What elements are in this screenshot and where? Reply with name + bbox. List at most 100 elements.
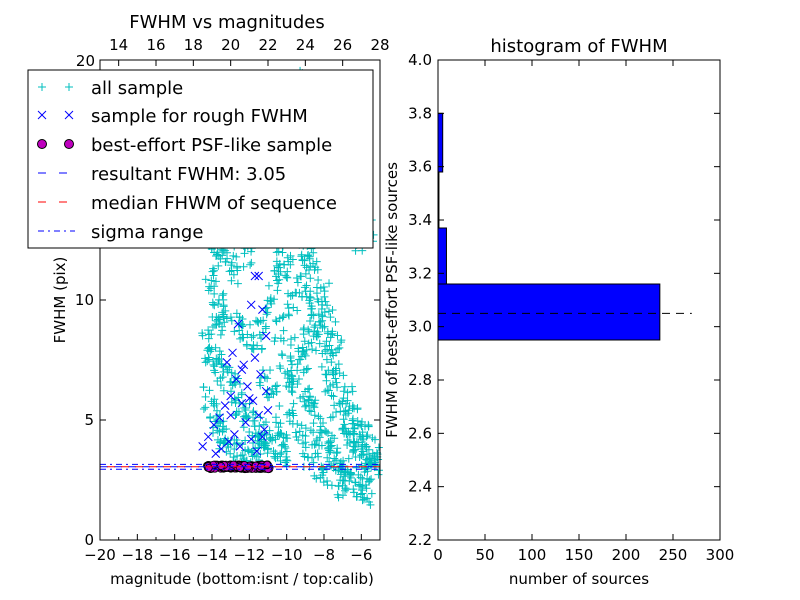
all-sample-point xyxy=(203,357,212,366)
all-sample-point xyxy=(214,300,223,309)
histogram-y-ticks: 2.2 2.4 2.6 2.8 3.0 3.2 3.4 3.6 3.8 4.0 xyxy=(408,51,720,549)
all-sample-point xyxy=(214,295,223,304)
rough-sample-point xyxy=(209,420,219,430)
rough-sample-point xyxy=(222,358,232,367)
top-x-tick-label: 24 xyxy=(296,36,315,54)
histogram-bar xyxy=(437,112,444,173)
all-sample-point xyxy=(333,448,342,457)
all-sample-point xyxy=(253,317,262,326)
all-sample-point xyxy=(274,269,283,278)
all-sample-point xyxy=(262,310,271,319)
scatter-x-label: magnitude (bottom:isnt / top:calib) xyxy=(110,570,374,588)
rough-sample-point xyxy=(228,348,237,358)
all-sample-point xyxy=(233,279,242,288)
all-sample-point xyxy=(214,261,223,270)
all-sample-point xyxy=(243,445,252,454)
y-tick-label: 2.2 xyxy=(408,531,432,549)
rough-sample-point xyxy=(231,374,241,384)
all-sample-point xyxy=(305,392,314,401)
top-x-tick-label: 20 xyxy=(221,36,240,54)
all-sample-point xyxy=(199,405,208,414)
all-sample-point xyxy=(212,359,221,368)
all-sample-point xyxy=(334,360,343,369)
all-sample-point xyxy=(354,438,363,447)
rough-sample-point xyxy=(250,353,260,362)
all-sample-point xyxy=(258,366,267,375)
all-sample-point xyxy=(309,248,318,257)
top-x-tick-label: 28 xyxy=(370,36,389,54)
all-sample-point xyxy=(352,492,361,501)
all-sample-point xyxy=(263,296,272,305)
all-sample-point xyxy=(205,386,214,395)
histogram-bar xyxy=(437,227,447,285)
all-sample-point xyxy=(198,331,207,340)
all-sample-point xyxy=(276,456,285,465)
all-sample-point xyxy=(307,310,316,319)
all-sample-point xyxy=(330,401,339,410)
legend-frame xyxy=(27,69,374,249)
all-sample-point xyxy=(304,250,313,259)
all-sample-point xyxy=(246,260,255,269)
all-sample-point xyxy=(210,289,219,298)
all-sample-point xyxy=(203,346,212,355)
all-sample-point xyxy=(221,306,230,315)
all-sample-point xyxy=(227,276,236,285)
all-sample-point xyxy=(239,262,248,271)
all-sample-point xyxy=(344,409,353,418)
all-sample-point xyxy=(209,271,218,280)
all-sample-point xyxy=(214,419,223,428)
all-sample-point xyxy=(283,456,292,465)
all-sample-point xyxy=(286,260,295,269)
all-sample-point xyxy=(349,488,358,497)
all-sample-point xyxy=(318,471,327,480)
all-sample-point xyxy=(283,410,292,419)
y-tick-label: 10 xyxy=(75,291,94,309)
all-sample-point xyxy=(342,429,351,438)
all-sample-point xyxy=(261,304,270,313)
rough-sample-point xyxy=(261,331,271,341)
all-sample-point xyxy=(339,407,348,416)
legend-entry-median-fwhm: median FHWM of sequence xyxy=(38,193,337,214)
all-sample-point xyxy=(363,431,372,440)
all-sample-point xyxy=(263,393,272,402)
all-sample-point xyxy=(267,299,276,308)
all-sample-point xyxy=(343,396,352,405)
all-sample-point xyxy=(276,419,285,428)
all-sample-point xyxy=(261,324,270,333)
all-sample-point xyxy=(368,433,377,442)
rough-sample-point xyxy=(263,406,273,415)
all-sample-point xyxy=(306,293,315,302)
all-sample-point xyxy=(208,298,217,307)
legend-marker-x xyxy=(37,110,74,120)
all-sample-point xyxy=(322,337,331,346)
scatter-y-label: FWHM (pix) xyxy=(51,257,69,344)
all-sample-point xyxy=(226,449,235,458)
all-sample-point xyxy=(318,323,327,332)
all-sample-point xyxy=(252,316,261,325)
all-sample-point xyxy=(215,347,224,356)
legend-entry-sigma-range: sigma range xyxy=(38,222,203,243)
all-sample-point xyxy=(209,428,218,437)
all-sample-point xyxy=(309,419,318,428)
rough-sample-point xyxy=(226,391,236,401)
all-sample-point xyxy=(306,274,315,283)
all-sample-point xyxy=(294,375,303,384)
best-effort-point xyxy=(204,464,213,472)
x-tick-label: −12 xyxy=(234,546,266,564)
all-sample-point xyxy=(315,339,324,348)
all-sample-point xyxy=(238,450,247,459)
legend-label: median FHWM of sequence xyxy=(91,193,337,214)
all-sample-point xyxy=(212,250,221,259)
rough-sample-point xyxy=(233,319,243,329)
all-sample-point xyxy=(304,395,313,404)
rough-sample-point xyxy=(203,432,213,442)
all-sample-point xyxy=(206,284,215,293)
all-sample-point xyxy=(302,292,311,301)
all-sample-point xyxy=(320,426,329,435)
all-sample-point xyxy=(260,438,269,447)
all-sample-point xyxy=(236,334,245,343)
all-sample-point xyxy=(219,313,228,322)
all-sample-point xyxy=(370,454,379,463)
histogram-axes-frame xyxy=(437,59,721,541)
all-sample-point xyxy=(339,415,348,424)
